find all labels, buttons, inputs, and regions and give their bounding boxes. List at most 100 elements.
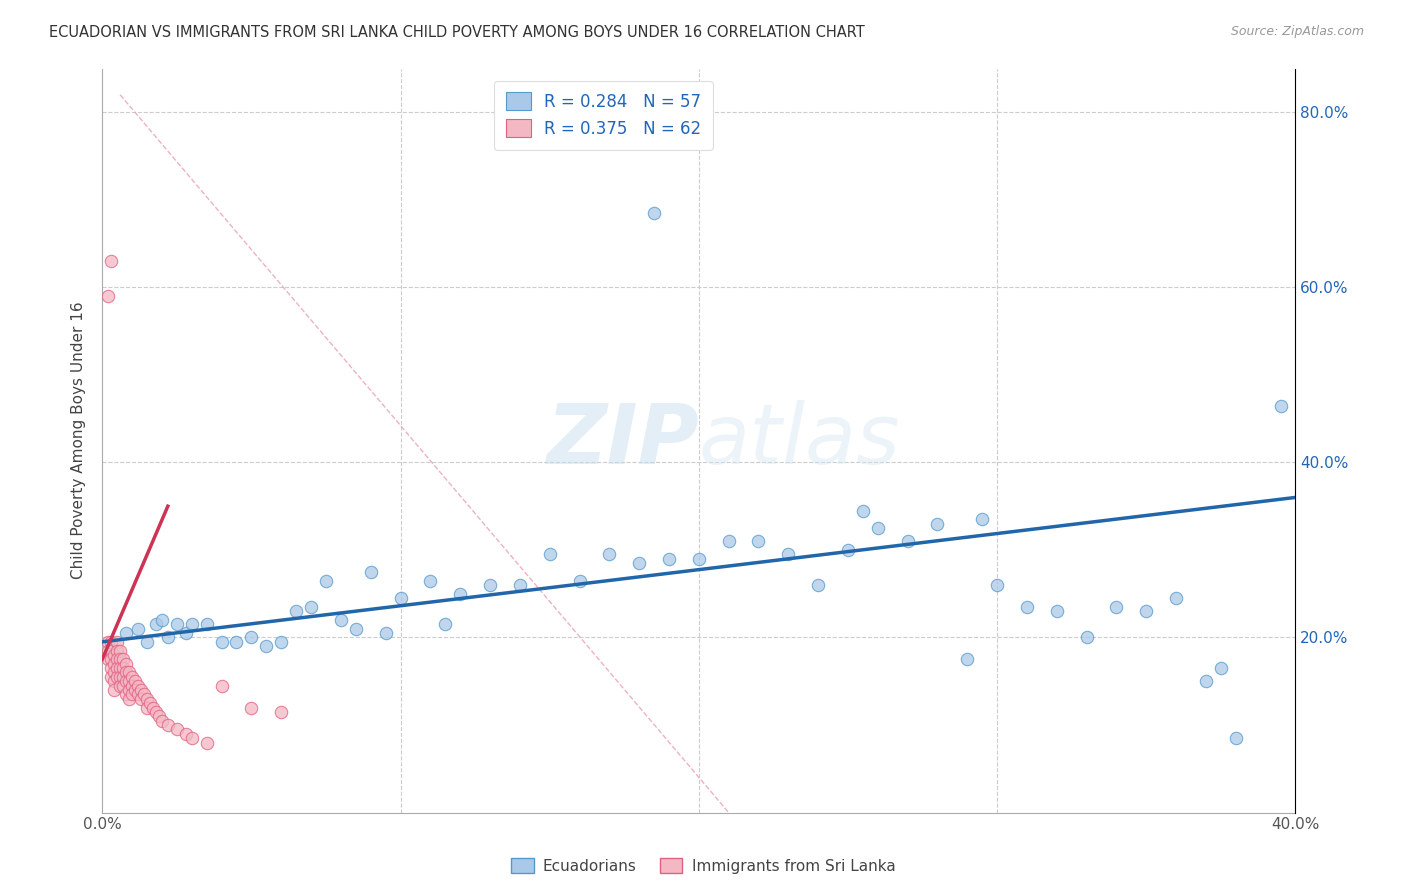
- Point: [103, 665, 125, 680]
- Point: [1270, 399, 1292, 413]
- Y-axis label: Child Poverty Among Boys Under 16: Child Poverty Among Boys Under 16: [72, 301, 86, 579]
- Point: [150, 714, 173, 728]
- Point: [112, 661, 135, 675]
- Point: [643, 206, 665, 220]
- Point: [124, 683, 146, 698]
- Point: [986, 578, 1008, 592]
- Point: [145, 705, 167, 719]
- Point: [419, 574, 441, 588]
- Point: [112, 652, 135, 666]
- Text: ECUADORIAN VS IMMIGRANTS FROM SRI LANKA CHILD POVERTY AMONG BOYS UNDER 16 CORREL: ECUADORIAN VS IMMIGRANTS FROM SRI LANKA …: [49, 25, 865, 40]
- Point: [105, 670, 128, 684]
- Point: [866, 521, 889, 535]
- Point: [121, 679, 143, 693]
- Point: [118, 665, 141, 680]
- Point: [897, 534, 920, 549]
- Legend: R = 0.284   N = 57, R = 0.375   N = 62: R = 0.284 N = 57, R = 0.375 N = 62: [494, 80, 713, 150]
- Point: [121, 687, 143, 701]
- Point: [97, 643, 120, 657]
- Point: [103, 683, 125, 698]
- Point: [747, 534, 769, 549]
- Point: [1225, 731, 1247, 746]
- Point: [166, 617, 188, 632]
- Point: [211, 679, 233, 693]
- Point: [139, 696, 162, 710]
- Point: [124, 674, 146, 689]
- Point: [174, 626, 197, 640]
- Point: [225, 635, 247, 649]
- Point: [1166, 591, 1188, 606]
- Point: [1105, 599, 1128, 614]
- Point: [118, 691, 141, 706]
- Point: [927, 516, 949, 531]
- Legend: Ecuadorians, Immigrants from Sri Lanka: Ecuadorians, Immigrants from Sri Lanka: [505, 852, 901, 880]
- Point: [115, 657, 138, 671]
- Point: [717, 534, 740, 549]
- Point: [136, 700, 159, 714]
- Point: [628, 556, 651, 570]
- Point: [150, 613, 173, 627]
- Point: [115, 626, 138, 640]
- Point: [100, 635, 122, 649]
- Point: [509, 578, 531, 592]
- Point: [156, 718, 179, 732]
- Point: [103, 657, 125, 671]
- Point: [118, 683, 141, 698]
- Point: [108, 679, 131, 693]
- Point: [105, 661, 128, 675]
- Point: [1195, 674, 1218, 689]
- Point: [807, 578, 830, 592]
- Point: [100, 643, 122, 657]
- Point: [180, 731, 202, 746]
- Point: [479, 578, 502, 592]
- Point: [105, 635, 128, 649]
- Point: [132, 687, 155, 701]
- Point: [108, 652, 131, 666]
- Text: ZIP: ZIP: [546, 400, 699, 481]
- Point: [105, 643, 128, 657]
- Point: [103, 674, 125, 689]
- Point: [136, 691, 159, 706]
- Point: [658, 551, 681, 566]
- Point: [195, 735, 218, 749]
- Point: [360, 565, 382, 579]
- Point: [837, 543, 859, 558]
- Point: [285, 604, 308, 618]
- Point: [115, 665, 138, 680]
- Point: [778, 547, 800, 561]
- Point: [195, 617, 218, 632]
- Point: [374, 626, 396, 640]
- Point: [97, 289, 120, 303]
- Point: [180, 617, 202, 632]
- Point: [129, 691, 152, 706]
- Point: [174, 727, 197, 741]
- Point: [166, 723, 188, 737]
- Point: [449, 587, 471, 601]
- Point: [156, 631, 179, 645]
- Point: [103, 648, 125, 662]
- Point: [329, 613, 352, 627]
- Point: [108, 661, 131, 675]
- Point: [97, 635, 120, 649]
- Point: [598, 547, 620, 561]
- Point: [100, 670, 122, 684]
- Point: [105, 652, 128, 666]
- Point: [108, 643, 131, 657]
- Point: [315, 574, 337, 588]
- Point: [852, 503, 875, 517]
- Point: [1015, 599, 1038, 614]
- Point: [434, 617, 457, 632]
- Point: [127, 687, 149, 701]
- Point: [972, 512, 994, 526]
- Point: [100, 254, 122, 268]
- Point: [240, 631, 263, 645]
- Point: [100, 661, 122, 675]
- Point: [956, 652, 979, 666]
- Point: [127, 679, 149, 693]
- Point: [299, 599, 322, 614]
- Point: [112, 679, 135, 693]
- Point: [118, 674, 141, 689]
- Point: [1046, 604, 1069, 618]
- Point: [112, 670, 135, 684]
- Point: [254, 639, 277, 653]
